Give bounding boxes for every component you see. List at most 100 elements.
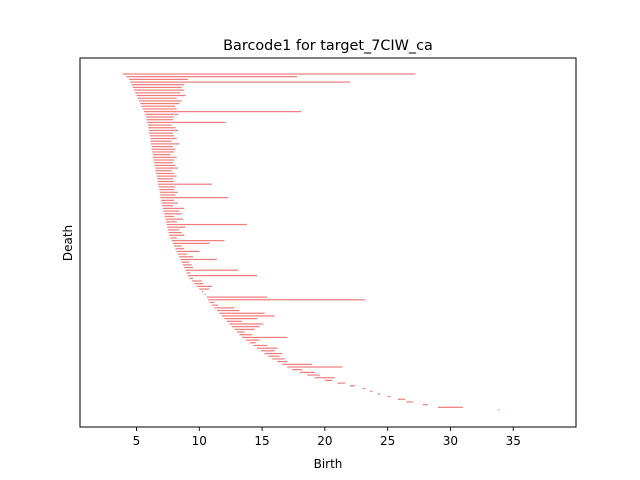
barcode-bar	[206, 296, 268, 298]
barcode-bar	[122, 73, 416, 75]
barcode-bar	[155, 170, 172, 172]
barcode-bar	[139, 100, 182, 102]
barcode-bar	[159, 188, 175, 191]
barcode-bar	[164, 213, 182, 215]
barcode-bar	[126, 76, 298, 78]
barcode-bar	[208, 299, 366, 301]
barcode-bar	[144, 111, 301, 113]
x-tick-label: 35	[506, 434, 521, 448]
barcode-bar	[152, 154, 171, 156]
barcode-bar	[299, 371, 315, 373]
barcode-bar	[209, 301, 215, 304]
barcode-bar	[160, 197, 229, 199]
barcode-bar	[422, 404, 428, 406]
x-tick-label: 10	[192, 434, 207, 448]
barcode-bar	[145, 116, 175, 118]
barcode-bar	[172, 242, 210, 244]
barcode-bar	[160, 194, 176, 196]
barcode-bar	[211, 304, 219, 306]
barcode-bar	[191, 280, 202, 282]
barcode-bar	[150, 143, 180, 145]
barcode-bar	[130, 81, 350, 83]
chart-title: Barcode1 for target_7CIW_ca	[223, 38, 433, 54]
barcode-bar	[253, 344, 268, 347]
barcode-bar	[163, 210, 180, 212]
barcode-bar	[362, 387, 366, 390]
barcode-bar	[406, 401, 413, 403]
barcode-bar	[162, 205, 173, 207]
barcode-bar	[169, 234, 185, 236]
barcode-bar	[260, 350, 275, 352]
barcode-bar	[221, 315, 275, 317]
barcode-bar	[141, 105, 176, 107]
barcode-bar	[184, 266, 194, 269]
barcode-bar	[154, 162, 173, 164]
barcode-bar	[337, 382, 345, 384]
barcode-bar	[157, 178, 173, 180]
barcode-bar	[147, 121, 226, 123]
barcode-bar	[186, 272, 191, 274]
barcode-bar	[158, 186, 176, 188]
barcode-bar	[349, 385, 355, 387]
barcode-bar	[226, 320, 242, 322]
barcode-bar	[151, 148, 176, 150]
barcode-bar	[437, 406, 463, 408]
barcode-bar	[314, 377, 335, 379]
barcode-bar	[136, 94, 186, 97]
barcode-bar	[268, 355, 280, 357]
barcode-bar	[219, 312, 265, 314]
barcode-bar	[370, 390, 373, 392]
barcode-bar	[165, 218, 183, 220]
barcode-bar	[264, 352, 283, 355]
barcode-bar	[324, 379, 333, 382]
barcode-bar	[216, 309, 240, 312]
barcode-bar	[182, 264, 192, 266]
barcode-bar	[128, 78, 188, 80]
barcode-bar	[152, 156, 177, 158]
barcode-bar	[160, 199, 175, 201]
barcode-bar	[245, 339, 260, 341]
barcode-bar	[181, 261, 190, 263]
barcode-bar	[166, 221, 177, 223]
barcode-bar	[229, 323, 264, 325]
barcode-bar	[171, 240, 225, 242]
barcode-bar	[166, 223, 247, 226]
barcode-bar	[155, 172, 175, 175]
barcode-bar	[196, 285, 212, 287]
barcode-bar	[224, 318, 258, 320]
barcode-bar	[168, 231, 182, 234]
barcode-bar	[257, 347, 278, 349]
barcode-bar	[177, 253, 187, 255]
x-tick-label: 30	[443, 434, 458, 448]
barcode-bar	[167, 229, 180, 231]
barcode-bar	[131, 84, 185, 86]
barcode-bar	[249, 342, 256, 344]
barcode-bar	[149, 132, 173, 134]
barcode-bar	[153, 159, 175, 161]
barcode-bar	[277, 361, 288, 363]
barcode-bar	[154, 164, 176, 166]
barcode-bar	[150, 137, 177, 140]
barcode-bar	[146, 119, 173, 121]
plot-frame	[79, 57, 577, 428]
barcode-bar	[498, 409, 500, 411]
barcode-bar	[234, 328, 255, 330]
barcode-bar	[214, 307, 235, 309]
barcode-bar	[185, 269, 239, 271]
barcode-bar	[151, 145, 173, 148]
barcode-bar	[149, 129, 178, 132]
barcode-bar	[149, 135, 175, 137]
barcode-bar	[137, 97, 177, 99]
y-axis-label: Death	[61, 225, 75, 261]
barcode-bar	[140, 102, 180, 105]
barcode-bar	[272, 358, 285, 360]
barcode-bar	[161, 202, 178, 204]
barcode-bar	[194, 283, 204, 285]
barcode-bar	[159, 191, 178, 193]
barcode-bar	[145, 113, 178, 115]
barcode-bar	[241, 336, 288, 339]
barcode-bar	[236, 331, 245, 333]
x-tick-label: 25	[380, 434, 395, 448]
